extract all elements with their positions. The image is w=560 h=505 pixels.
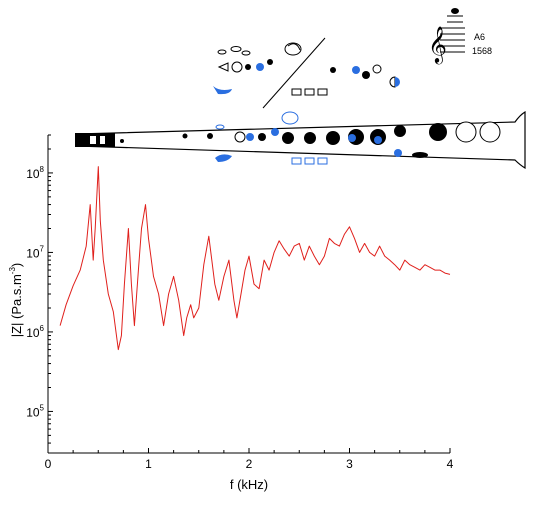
series-group: [59, 166, 451, 351]
y-tick-label: 108: [26, 165, 44, 181]
tone-hole: [182, 133, 188, 139]
x-tick-label: 2: [246, 457, 253, 471]
tone-hole: [258, 133, 266, 141]
pressed-key: [394, 149, 402, 157]
tone-hole: [394, 125, 406, 137]
x-ticks: 0 1 2 3 4: [45, 448, 454, 471]
tone-hole: [326, 131, 340, 145]
tone-hole: [120, 139, 124, 143]
x-tick-label: 3: [346, 457, 353, 471]
note-staff: 𝄞 A6 1568: [428, 8, 492, 64]
x-tick-label: 4: [447, 457, 454, 471]
y-axis-label: |Z| (Pa.s.m-3): [8, 263, 24, 338]
clarinet-fingering-diagram: 𝄞 A6 1568: [75, 8, 526, 170]
x-tick-label: 1: [145, 457, 152, 471]
pressed-key: [271, 128, 279, 136]
tone-hole: [429, 123, 447, 141]
tone-hole: [455, 121, 477, 143]
pressed-key: [374, 136, 382, 144]
fingering-key-detail: [213, 37, 400, 109]
x-tick-label: 0: [45, 457, 52, 471]
pressed-key: [348, 134, 356, 142]
y-tick-label: 105: [26, 403, 44, 419]
y-tick-label: 107: [26, 244, 44, 260]
tone-hole: [234, 131, 246, 143]
treble-clef-icon: 𝄞: [428, 26, 447, 64]
tone-hole: [207, 133, 213, 139]
note-name: A6: [474, 32, 485, 42]
y-ticks: 105 106 107 108: [26, 134, 53, 454]
impedance-curve: [59, 166, 451, 351]
note-frequency: 1568: [472, 46, 492, 56]
y-tick-label: 106: [26, 324, 44, 340]
x-axis-label: f (kHz): [230, 477, 268, 492]
tone-hole: [304, 132, 316, 144]
pressed-key: [246, 133, 254, 141]
tone-hole: [479, 121, 501, 143]
tone-hole: [282, 132, 294, 144]
